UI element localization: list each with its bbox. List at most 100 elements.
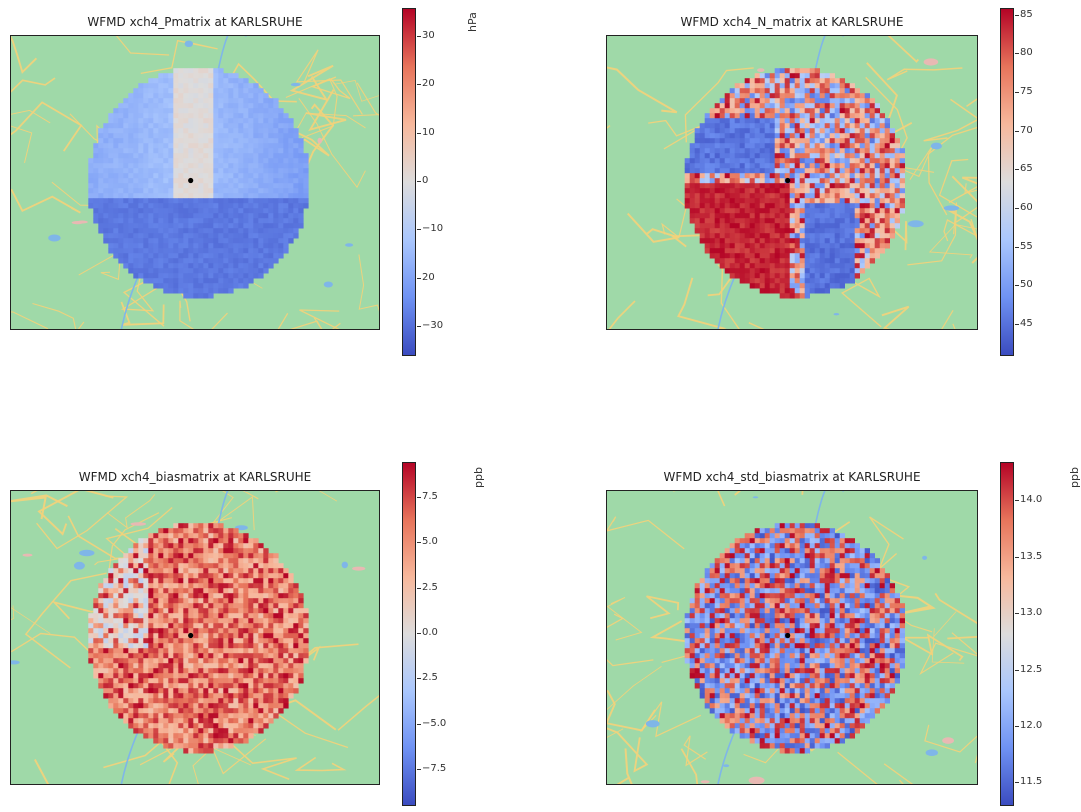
- heatmap-cell: [98, 208, 104, 214]
- heatmap-cell: [278, 233, 284, 239]
- heatmap-cell: [839, 243, 845, 249]
- heatmap-cell: [193, 698, 199, 704]
- heatmap-cell: [774, 248, 780, 254]
- heatmap-cell: [188, 148, 194, 154]
- heatmap-cell: [213, 253, 219, 259]
- heatmap-cell: [749, 238, 755, 244]
- heatmap-cell: [113, 113, 119, 119]
- heatmap-cell: [779, 68, 785, 74]
- heatmap-cell: [298, 183, 304, 189]
- heatmap-cell: [138, 213, 144, 219]
- heatmap-cell: [253, 163, 259, 169]
- heatmap-cell: [724, 168, 730, 174]
- heatmap-cell: [734, 173, 740, 179]
- heatmap-cell: [278, 113, 284, 119]
- heatmap-cell: [158, 558, 164, 564]
- heatmap-cell: [819, 103, 825, 109]
- heatmap-cell: [754, 198, 760, 204]
- heatmap-cell: [278, 623, 284, 629]
- heatmap-cell: [203, 723, 209, 729]
- heatmap-cell: [804, 288, 810, 294]
- heatmap-cell: [288, 168, 294, 174]
- heatmap-cell: [223, 733, 229, 739]
- heatmap-cell: [183, 73, 189, 79]
- heatmap-cell: [243, 693, 249, 699]
- heatmap-cell: [93, 653, 99, 659]
- heatmap-cell: [754, 228, 760, 234]
- heatmap-cell: [704, 218, 710, 224]
- heatmap-cell: [118, 698, 124, 704]
- heatmap-cell: [88, 168, 94, 174]
- heatmap-cell: [258, 188, 264, 194]
- heatmap-cell: [253, 238, 259, 244]
- heatmap-cell: [764, 203, 770, 209]
- panel-2-title: WFMD xch4_N_matrix at KARLSRUHE: [680, 15, 904, 29]
- colorbar-tick-label: 50: [1015, 279, 1033, 291]
- heatmap-cell: [829, 213, 835, 219]
- heatmap-cell: [283, 128, 289, 134]
- heatmap-cell: [183, 258, 189, 264]
- heatmap-cell: [238, 138, 244, 144]
- heatmap-cell: [253, 128, 259, 134]
- heatmap-cell: [123, 213, 129, 219]
- heatmap-cell: [208, 558, 214, 564]
- heatmap-cell: [779, 293, 785, 299]
- heatmap-cell: [834, 233, 840, 239]
- heatmap-cell: [218, 128, 224, 134]
- heatmap-cell: [213, 743, 219, 749]
- heatmap-cell: [113, 658, 119, 664]
- heatmap-cell: [253, 708, 259, 714]
- heatmap-cell: [148, 163, 154, 169]
- heatmap-cell: [203, 623, 209, 629]
- heatmap-cell: [143, 603, 149, 609]
- heatmap-cell: [138, 728, 144, 734]
- heatmap-cell: [764, 148, 770, 154]
- heatmap-cell: [178, 528, 184, 534]
- heatmap-cell: [228, 148, 234, 154]
- heatmap-cell: [283, 618, 289, 624]
- heatmap-cell: [228, 563, 234, 569]
- heatmap-cell: [298, 143, 304, 149]
- heatmap-cell: [203, 173, 209, 179]
- heatmap-cell: [839, 268, 845, 274]
- heatmap-cell: [183, 723, 189, 729]
- heatmap-cell: [208, 553, 214, 559]
- heatmap-cell: [243, 243, 249, 249]
- heatmap-cell: [719, 133, 725, 139]
- heatmap-cell: [208, 273, 214, 279]
- heatmap-cell: [213, 708, 219, 714]
- heatmap-cell: [879, 188, 885, 194]
- heatmap-cell: [699, 213, 705, 219]
- heatmap-cell: [183, 688, 189, 694]
- heatmap-cell: [188, 603, 194, 609]
- heatmap-cell: [809, 198, 815, 204]
- heatmap-cell: [854, 168, 860, 174]
- colorbar-tick-label: −30: [416, 320, 444, 331]
- heatmap-cell: [138, 228, 144, 234]
- heatmap-cell: [98, 613, 104, 619]
- heatmap-cell: [148, 113, 154, 119]
- heatmap-cell: [163, 673, 169, 679]
- heatmap-cell: [759, 188, 765, 194]
- heatmap-cell: [293, 638, 299, 644]
- heatmap-cell: [739, 228, 745, 234]
- heatmap-cell: [784, 73, 790, 79]
- heatmap-cell: [268, 233, 274, 239]
- heatmap-cell: [128, 628, 134, 634]
- heatmap-cell: [273, 668, 279, 674]
- heatmap-cell: [739, 93, 745, 99]
- heatmap-cell: [88, 178, 94, 184]
- heatmap-cell: [213, 718, 219, 724]
- heatmap-cell: [248, 658, 254, 664]
- heatmap-cell: [253, 168, 259, 174]
- heatmap-cell: [764, 208, 770, 214]
- heatmap-cell: [859, 178, 865, 184]
- heatmap-cell: [228, 193, 234, 199]
- heatmap-cell: [238, 223, 244, 229]
- heatmap-cell: [754, 163, 760, 169]
- heatmap-cell: [854, 228, 860, 234]
- heatmap-cell: [108, 658, 114, 664]
- heatmap-cell: [228, 628, 234, 634]
- heatmap-cell: [839, 193, 845, 199]
- heatmap-cell: [133, 703, 139, 709]
